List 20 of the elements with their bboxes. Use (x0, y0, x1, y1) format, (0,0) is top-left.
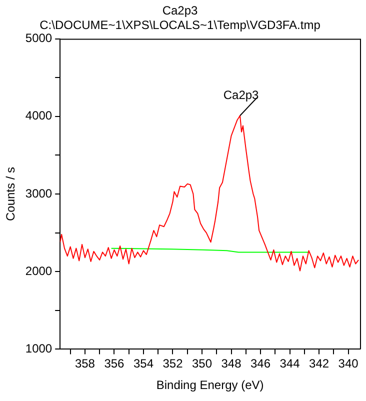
y-tick-label: 3000 (25, 186, 52, 200)
x-tick-label: 358 (74, 356, 96, 371)
annotation: Ca2p3 (223, 88, 260, 102)
x-tick-label: 356 (104, 356, 125, 371)
x-tick-label: 344 (280, 356, 300, 371)
chart-title: Ca2p3 (162, 4, 198, 18)
chart-subtitle: C:\DOCUME~1\XPS\LOCALS~1\Temp\VGD3FA.tmp (40, 18, 321, 32)
x-tick-label: 346 (250, 356, 271, 371)
x-tick-label: 350 (192, 356, 212, 371)
x-tick-label: 342 (309, 356, 330, 371)
x-tick-label: 348 (221, 356, 242, 371)
y-tick-label: 4000 (25, 108, 52, 123)
y-axis-title: Counts / s (4, 166, 18, 222)
y-tick-label: 1000 (25, 342, 52, 356)
x-axis-title: Binding Energy (eV) (156, 378, 264, 392)
y-tick-label: 2000 (25, 264, 52, 278)
x-tick-label: 340 (338, 356, 359, 371)
x-tick-label: 354 (133, 356, 154, 371)
x-tick-label: 352 (162, 356, 184, 371)
y-tick-label: 5000 (25, 31, 52, 46)
